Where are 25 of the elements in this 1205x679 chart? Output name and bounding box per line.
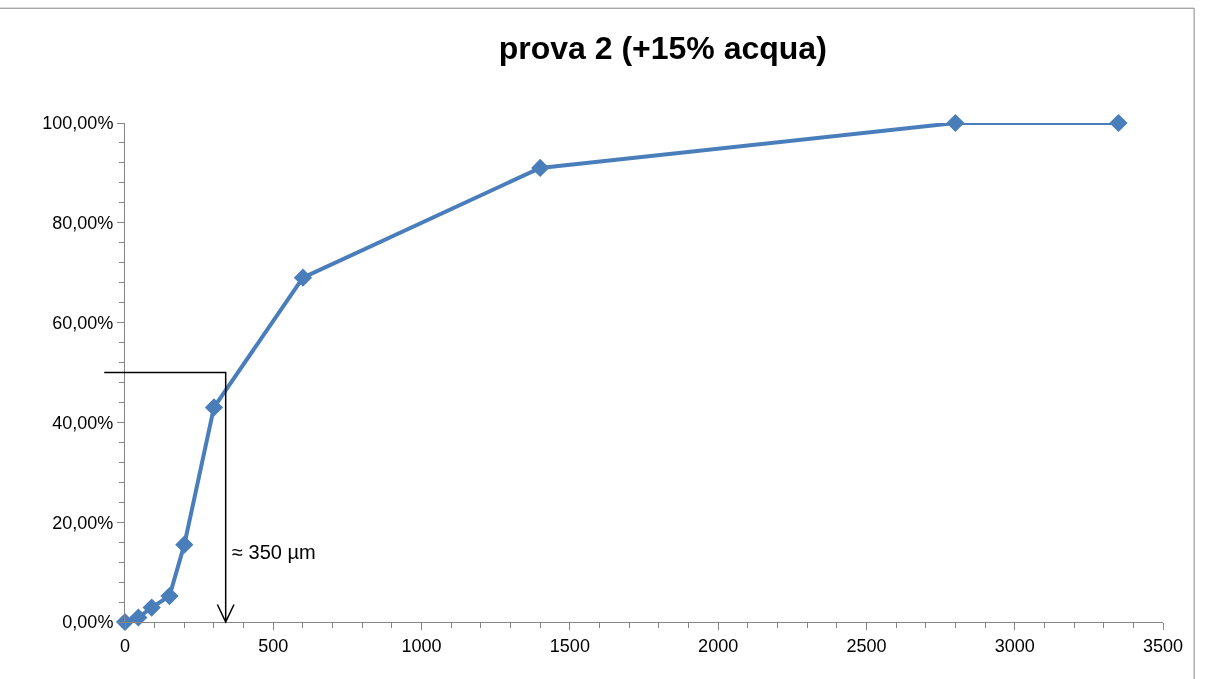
point (531, 158, 550, 178)
y-tick-label: 20,00% (52, 512, 114, 533)
annotation: ≈ 350 µm (232, 541, 316, 563)
x-tick-label: 2500 (846, 635, 887, 656)
x-tick-label: 1000 (401, 635, 442, 656)
point (204, 398, 224, 417)
point (142, 598, 161, 617)
point (129, 608, 148, 627)
point (946, 113, 965, 133)
y-tick-label: 100,00% (42, 113, 114, 134)
y-tick-label: 40,00% (52, 412, 114, 433)
x-tick-label: 1500 (549, 635, 590, 656)
point (175, 535, 194, 554)
x-tick-label: 2000 (698, 635, 739, 656)
y-tick-label: 60,00% (52, 312, 114, 333)
point (1109, 113, 1128, 133)
point (160, 586, 179, 606)
x-tick-label: 500 (258, 635, 289, 656)
chart-title: prova 2 (+15% acqua) (498, 29, 827, 66)
y-tick-label: 0,00% (62, 612, 114, 633)
x-tick-label: 0 (119, 635, 131, 656)
x-tick-label: 3000 (994, 635, 1035, 656)
y-tick-label: 80,00% (52, 213, 114, 234)
point (293, 268, 313, 287)
x-tick-label: 3500 (1142, 635, 1184, 656)
